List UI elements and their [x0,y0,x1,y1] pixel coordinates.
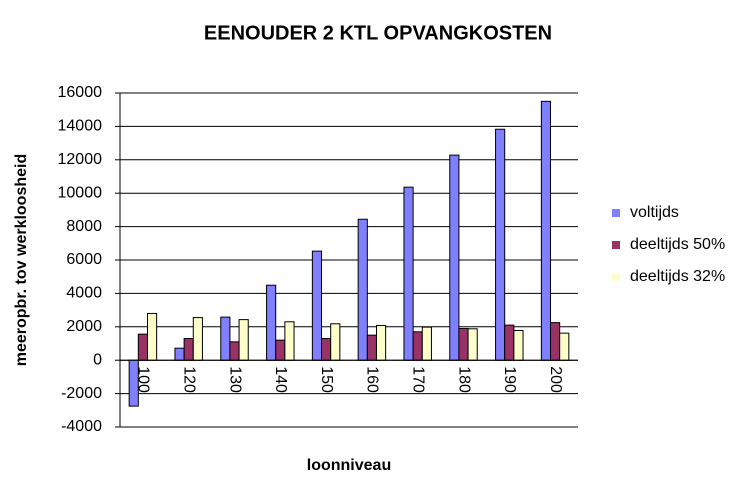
bar [559,332,570,361]
legend-swatch [612,209,620,217]
bar [366,334,377,361]
x-tick-label: 180 [455,366,472,393]
y-tick-label: 8000 [66,218,102,235]
bar [550,322,561,361]
y-tick-label: 2000 [66,318,102,335]
y-axis-title: meeropbr. tov werkloosheid [13,154,30,367]
bar [504,324,515,361]
legend-label: deeltijds 50% [630,236,725,253]
bar [467,328,478,361]
bar [229,341,240,361]
y-tick-label: -4000 [61,418,102,435]
x-tick-label: 200 [547,366,564,393]
bar [220,316,231,361]
bar [238,319,249,361]
bar [403,186,414,361]
x-tick-label: 130 [226,366,243,393]
x-tick-label: 190 [501,366,518,393]
bar [266,284,277,361]
bar [192,317,203,361]
y-tick-label: 12000 [58,151,103,168]
bar [412,331,423,361]
x-tick-label: 150 [318,366,335,393]
y-tick-label: 16000 [58,84,103,101]
legend-swatch [612,241,620,249]
x-tick-label: 160 [364,366,381,393]
y-tick-label: -2000 [61,385,102,402]
bar [421,326,432,361]
y-tick-label: 0 [93,351,102,368]
y-tick-label: 4000 [66,285,102,302]
bar [449,154,460,361]
x-tick-label: 170 [409,366,426,393]
legend-swatch [612,273,620,281]
bar [137,333,148,361]
bar [174,347,185,361]
bar [183,337,194,361]
bar [311,250,323,361]
x-tick-label: 100 [135,366,152,393]
chart-title: EENOUDER 2 KTL OPVANGKOSTEN [204,22,552,44]
bar [330,323,341,361]
bar [275,339,286,361]
x-axis-title: loonniveau [307,457,391,474]
bar [495,128,506,361]
legend-label: voltijds [630,204,679,221]
bar [321,337,332,361]
bar [357,218,368,361]
y-tick-label: 14000 [58,118,103,135]
y-tick-label: 6000 [66,251,102,268]
bar [146,312,158,361]
legend-label: deeltijds 32% [630,268,725,285]
x-tick-label: 140 [272,366,289,393]
bar [284,321,295,361]
bar [513,329,524,361]
y-tick-label: 10000 [58,184,103,201]
x-tick-label: 120 [180,366,197,393]
bar [540,100,552,361]
bar [375,324,387,361]
bar [458,327,469,361]
